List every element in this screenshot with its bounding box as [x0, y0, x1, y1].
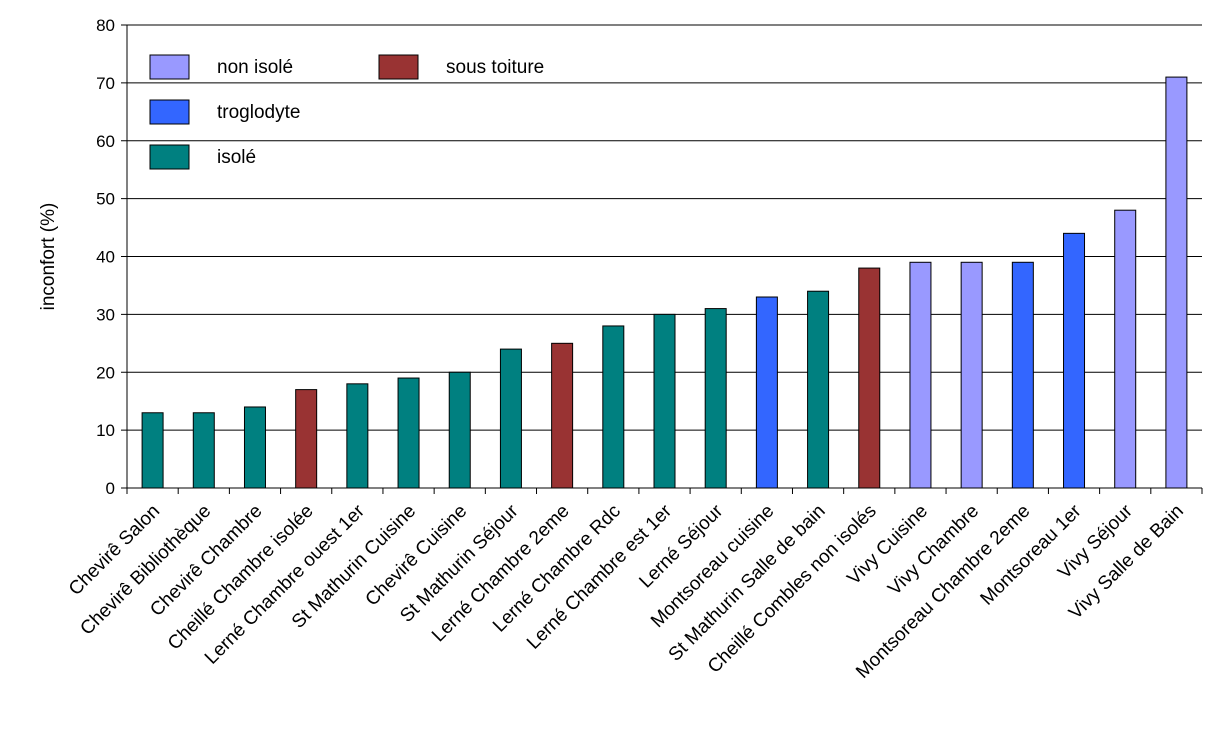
bars	[141, 76, 1188, 489]
bar-8	[551, 342, 574, 489]
legend-swatch-sous_toiture	[378, 54, 419, 80]
legend-label-troglodyte: troglodyte	[217, 102, 300, 123]
bar-2	[243, 406, 266, 489]
bar-16	[960, 261, 983, 489]
legend: non isolé sous toiture troglodyte isolé	[149, 54, 544, 170]
x-category-label: Vivy Chambre	[884, 501, 983, 600]
bar-20	[1165, 76, 1188, 489]
legend-swatch-isole	[149, 144, 190, 170]
bar-6	[448, 371, 471, 489]
bar-18	[1063, 232, 1086, 489]
legend-swatch-troglodyte	[149, 99, 190, 125]
bar-10	[653, 313, 676, 489]
bar-7	[499, 348, 522, 489]
y-tick-label: 70	[96, 74, 115, 93]
bar-19	[1114, 209, 1137, 489]
bar-17	[1011, 261, 1034, 489]
bar-13	[807, 290, 830, 489]
y-tick-labels: 0 10 20 30 40 50 60 70 80	[96, 16, 115, 498]
legend-swatch-non_isole	[149, 54, 190, 80]
axes	[121, 24, 1203, 494]
bar-12	[755, 296, 778, 489]
y-tick-label: 10	[96, 421, 115, 440]
x-category-label: Chevirê Salon	[65, 501, 164, 600]
bar-11	[704, 308, 727, 489]
y-tick-label: 80	[96, 16, 115, 35]
bar-1	[192, 412, 215, 489]
y-tick-label: 40	[96, 248, 115, 267]
y-tick-label: 60	[96, 132, 115, 151]
bar-14	[858, 267, 881, 489]
bar-5	[397, 377, 420, 489]
legend-label-sous_toiture: sous toiture	[446, 57, 544, 78]
bar-15	[909, 261, 932, 489]
bar-4	[346, 383, 369, 489]
y-tick-label: 20	[96, 363, 115, 382]
y-axis-title: inconfort (%)	[38, 203, 59, 311]
y-tick-label: 30	[96, 305, 115, 324]
legend-label-non_isole: non isolé	[217, 57, 293, 78]
bar-3	[295, 389, 318, 489]
bar-0	[141, 412, 164, 489]
y-tick-label: 50	[96, 190, 115, 209]
y-tick-label: 0	[106, 479, 115, 498]
legend-label-isole: isolé	[217, 147, 256, 168]
bar-9	[602, 325, 625, 489]
